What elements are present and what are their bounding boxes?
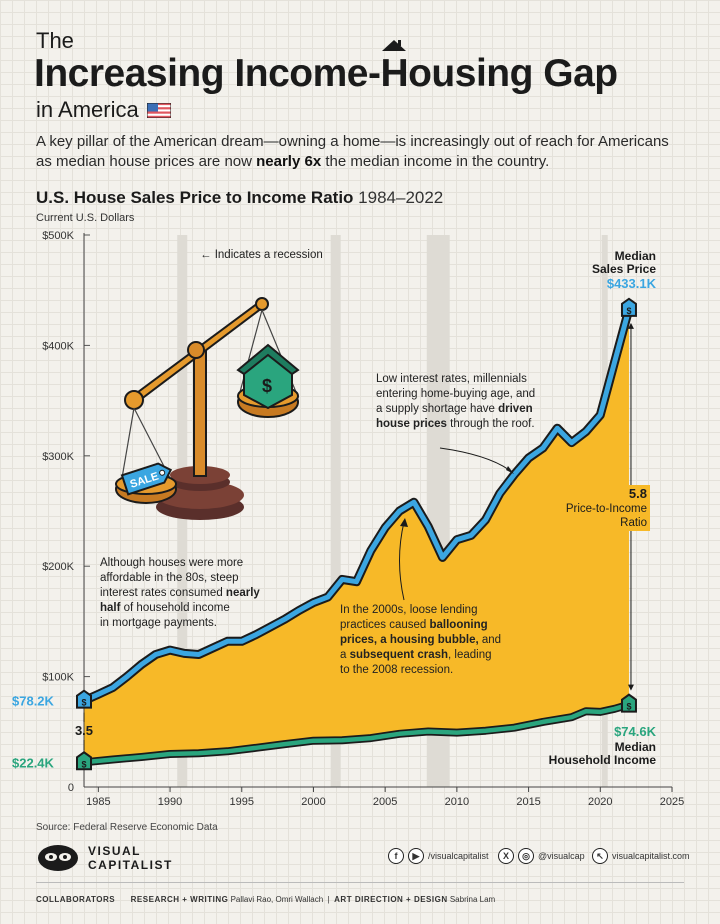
ratio-arrowhead-up xyxy=(627,322,634,329)
sales-title-line1: Median xyxy=(615,249,656,263)
income-end-value: $74.6K xyxy=(614,724,657,739)
svg-text:$: $ xyxy=(262,376,272,396)
youtube-icon[interactable]: ▶ xyxy=(408,848,424,864)
social-facebook-youtube[interactable]: f ▶ /visualcapitalist xyxy=(388,848,489,864)
y-tick-label: $100K xyxy=(42,672,74,684)
instagram-icon[interactable]: ◎ xyxy=(518,848,534,864)
income-title-line2: Household Income xyxy=(549,753,657,767)
ratio-label-line2: Ratio xyxy=(620,517,647,529)
subtitle: in America xyxy=(36,97,171,123)
income-line xyxy=(81,702,632,765)
x-tick-label: 2025 xyxy=(660,796,684,808)
house-tag-icon xyxy=(620,297,637,317)
sales-end-value: $433.1K xyxy=(607,276,657,291)
x-tick-label: 1990 xyxy=(158,796,182,808)
unit-label: Current U.S. Dollars xyxy=(36,212,135,224)
social-web[interactable]: ↖ visualcapitalist.com xyxy=(592,848,690,864)
ratio-end-value: 5.8 xyxy=(629,486,647,501)
sales-start-value: $78.2K xyxy=(12,694,55,709)
house-tag-icon xyxy=(620,693,637,713)
sales-title-line2: Sales Price xyxy=(592,262,656,276)
ratio-label-line1: Price-to-Income xyxy=(566,503,647,515)
annotation-arrowhead-recent xyxy=(506,466,514,474)
visual-capitalist-logo: VISUAL CAPITALIST xyxy=(36,843,173,873)
brand-name: VISUAL CAPITALIST xyxy=(88,844,173,872)
income-end-marker: $ xyxy=(620,693,637,713)
x-tick-label: 1985 xyxy=(86,796,110,808)
x-icon[interactable]: X xyxy=(498,848,514,864)
scale-illustration: $ SALE xyxy=(115,297,300,520)
y-tick-label: $500K xyxy=(42,230,74,242)
house-tag-icon xyxy=(76,689,92,709)
y-tick-label: $200K xyxy=(42,561,74,573)
house-icon: $ xyxy=(236,343,300,410)
y-tick-label: 0 xyxy=(68,782,74,794)
sales-end-marker: $ xyxy=(620,297,637,317)
source-note: Source: Federal Reserve Economic Data xyxy=(36,822,218,833)
income-title-line1: Median xyxy=(615,740,656,754)
recession-legend: ← Indicates a recession xyxy=(200,249,323,261)
sales-price-line xyxy=(81,306,632,704)
annotation-arrow-recent xyxy=(439,447,513,473)
us-flag-icon xyxy=(146,102,171,118)
dollar-sign: $ xyxy=(626,306,631,316)
page-title: Increasing Income- Housing Gap xyxy=(34,40,618,96)
x-tick-label: 2020 xyxy=(588,796,612,808)
annotation-eighties: Although houses were more affordable in … xyxy=(100,557,260,629)
dollar-sign: $ xyxy=(626,702,631,712)
annotation-arrowhead-bubble xyxy=(400,518,408,527)
ratio-start-value: 3.5 xyxy=(75,723,93,738)
x-tick-label: 2010 xyxy=(445,796,469,808)
ratio-arrowhead-down xyxy=(627,684,634,691)
income-start-value: $22.4K xyxy=(12,755,55,770)
recession-band xyxy=(330,235,341,787)
ratio-label-bg xyxy=(590,485,650,531)
footer-divider xyxy=(36,882,684,883)
house-tag-icon xyxy=(76,751,92,771)
x-tick-label: 1995 xyxy=(230,796,254,808)
x-tick-label: 2000 xyxy=(301,796,325,808)
pre-title: The xyxy=(36,28,74,53)
dollar-sign: $ xyxy=(81,759,86,769)
sales-start-marker: $ xyxy=(76,689,92,709)
vc-logo-icon xyxy=(38,845,78,871)
y-tick-label: $300K xyxy=(42,451,74,463)
x-tick-label: 2015 xyxy=(516,796,540,808)
left-arrow-icon: ← xyxy=(200,249,215,261)
collaborators: COLLABORATORS RESEARCH + WRITING Pallavi… xyxy=(36,895,496,904)
intro-text: A key pillar of the American dream—ownin… xyxy=(36,133,669,170)
income-start-marker: $ xyxy=(76,751,92,771)
y-tick-label: $400K xyxy=(42,340,74,352)
x-tick-label: 2005 xyxy=(373,796,397,808)
dollar-sign: $ xyxy=(81,698,86,708)
annotation-recent: Low interest rates, millennials entering… xyxy=(376,373,536,430)
house-roof-icon xyxy=(382,40,407,51)
annotation-arrow-bubble xyxy=(399,521,405,601)
sale-tag-icon: SALE xyxy=(120,462,173,496)
annotation-bubble: In the 2000s, loose lending practices ca… xyxy=(340,604,502,676)
facebook-icon[interactable]: f xyxy=(388,848,404,864)
cursor-icon[interactable]: ↖ xyxy=(592,848,608,864)
social-x-instagram[interactable]: X ◎ @visualcap xyxy=(498,848,585,864)
chart-title: U.S. House Sales Price to Income Ratio 1… xyxy=(36,188,444,207)
